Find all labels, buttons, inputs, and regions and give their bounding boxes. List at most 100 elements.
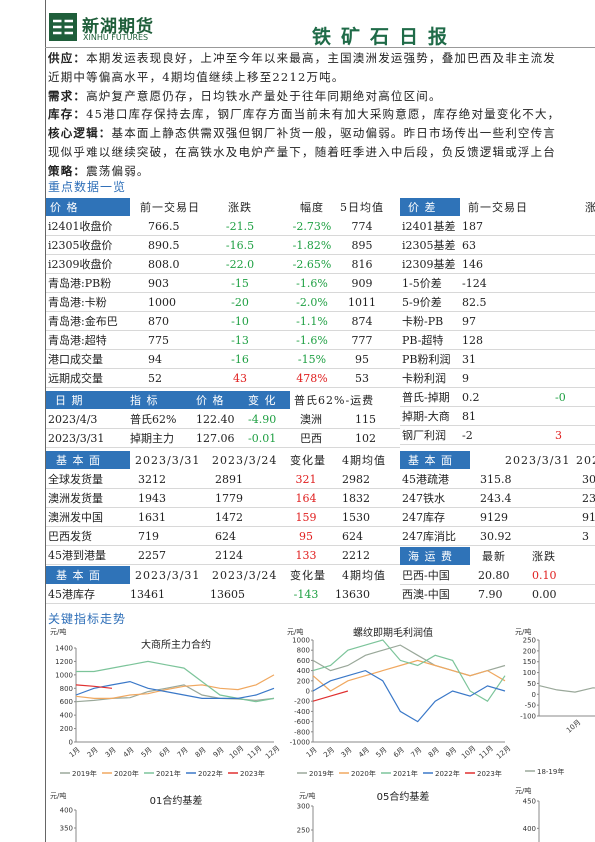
y-tick-label: 1000 [292, 637, 310, 645]
table-cell: 港口成交量 [48, 353, 103, 366]
table-cell: 2023/3/31 [48, 432, 105, 445]
table-cell: 1832 [342, 492, 370, 505]
table-cell: -1.82% [292, 239, 332, 252]
x-tick-label: 10月 [565, 718, 582, 734]
row-rule [46, 564, 400, 565]
x-tick-label: 6月 [392, 746, 406, 760]
summary-text: 本期发运表现良好，上冲至今年以来最高，主国澳洲发运强势，叠加巴西及非主流发 [86, 51, 557, 65]
table-cell: 774 [351, 220, 373, 233]
table-cell: 52 [148, 372, 162, 385]
series-line [312, 690, 349, 702]
header-cell: 202 [576, 454, 595, 467]
x-tick-label: 11月 [246, 744, 263, 760]
table-cell: 7.90 [478, 588, 503, 601]
table-cell: 91. [582, 511, 595, 524]
y-tick-label: 200 [523, 647, 536, 655]
table-cell: 0.2 [462, 391, 480, 404]
table-cell: 1943 [138, 492, 166, 505]
header-cell: 价 格 [50, 201, 79, 214]
header-bg [46, 198, 130, 216]
y-tick-label: -600 [294, 718, 310, 726]
table-cell: i2309收盘价 [48, 258, 113, 271]
header-cell: 最新 [482, 550, 506, 563]
table-cell: 普氏62% [130, 413, 177, 426]
header-cell: 基 本 面 [56, 454, 101, 467]
y-unit: 元/吨 [287, 627, 303, 636]
header-cell: 基 本 面 [408, 454, 453, 467]
summary-label: 核心逻辑： [48, 126, 112, 141]
table-cell: -1.6% [296, 334, 328, 347]
row-rule [400, 406, 595, 407]
table-cell: 2982 [342, 473, 370, 486]
table-cell: -21.5 [225, 220, 255, 233]
header-cell: 涨 [585, 201, 595, 214]
table-cell: 卡粉-PB [402, 315, 444, 328]
y-tick-label: -1000 [290, 739, 310, 747]
y-tick-label: 1200 [55, 658, 73, 666]
y-tick-label: 200 [297, 677, 310, 685]
table-cell: 808.0 [148, 258, 180, 271]
table-cell: 624 [215, 530, 236, 543]
row-rule [46, 273, 400, 274]
table-cell: 卡粉利润 [402, 372, 446, 385]
table-cell: -1.1% [296, 315, 328, 328]
y-tick-label: 0 [306, 688, 310, 696]
header-cell: 价 格 [196, 394, 225, 407]
y-tick-label: 250 [523, 637, 536, 645]
header-cell: 前一交易日 [140, 201, 200, 214]
table-cell: 澳洲发货量 [48, 492, 103, 505]
row-rule [400, 584, 595, 585]
header-cell: 2023/3/31 [505, 454, 571, 467]
table-cell: 青岛港:金布巴 [48, 315, 118, 328]
row-rule [46, 292, 400, 293]
row-rule [400, 330, 595, 331]
legend-label: 18-19年 [537, 767, 564, 776]
table-cell: 133 [295, 549, 317, 562]
table-cell: -0.01 [248, 432, 277, 445]
table-cell: 巴西发货 [48, 530, 92, 543]
x-tick-label: 8月 [427, 746, 441, 760]
table-cell: 2124 [215, 549, 243, 562]
y-unit: 元/吨 [299, 791, 315, 800]
table-cell: 624 [342, 530, 363, 543]
table-cell: -2.65% [292, 258, 332, 271]
y-tick-label: 600 [60, 698, 73, 706]
table-cell: 2257 [138, 549, 166, 562]
legend-label: 2019年 [72, 769, 97, 778]
summary-text: 45港口库存保持去库，钢厂库存方面当前未有加大采购意愿，库存绝对量变化不大， [86, 107, 561, 122]
table-cell: 890.5 [148, 239, 180, 252]
table-cell: 115 [355, 413, 376, 426]
x-tick-label: 12月 [264, 744, 280, 760]
table-cell: -22.0 [225, 258, 255, 271]
header-cell: 普氏62%-运费 [294, 394, 375, 407]
table-cell: 澳洲发中国 [48, 511, 103, 524]
table-cell: 159 [295, 511, 317, 524]
table-cell: 30 [582, 473, 595, 486]
x-tick-label: 6月 [158, 746, 172, 760]
table-cell: -15 [231, 277, 249, 290]
header-bg [46, 566, 130, 584]
table-cell: 1-5价差 [402, 277, 442, 290]
table-cell: 13461 [130, 588, 165, 601]
x-tick-label: 2月 [86, 746, 100, 760]
x-tick-label: 5月 [140, 746, 154, 760]
table-cell: 321 [295, 473, 317, 486]
y-tick-label: 800 [60, 685, 73, 693]
y-tick-label: -400 [294, 708, 310, 716]
summary-line: 需求：高炉复产意愿仍存，日均铁水产量处于往年同期绝对高位区间。 [48, 88, 442, 104]
table-cell: 0.00 [532, 588, 557, 601]
series-line [75, 674, 275, 699]
header-cell: 变化量 [290, 569, 326, 582]
y-tick-label: 800 [297, 647, 310, 655]
table-cell: 247库消比 [402, 530, 456, 543]
x-tick-label: 5月 [375, 746, 389, 760]
row-rule [400, 292, 595, 293]
table-cell: 3212 [138, 473, 166, 486]
table-cell: 2023/4/3 [48, 413, 98, 426]
table-cell: 247铁水 [402, 492, 445, 505]
row-rule [46, 235, 400, 236]
table-cell: 30.92 [480, 530, 512, 543]
x-tick-label: 3月 [340, 746, 354, 760]
row-rule [400, 526, 595, 527]
table-cell: -16.5 [225, 239, 255, 252]
